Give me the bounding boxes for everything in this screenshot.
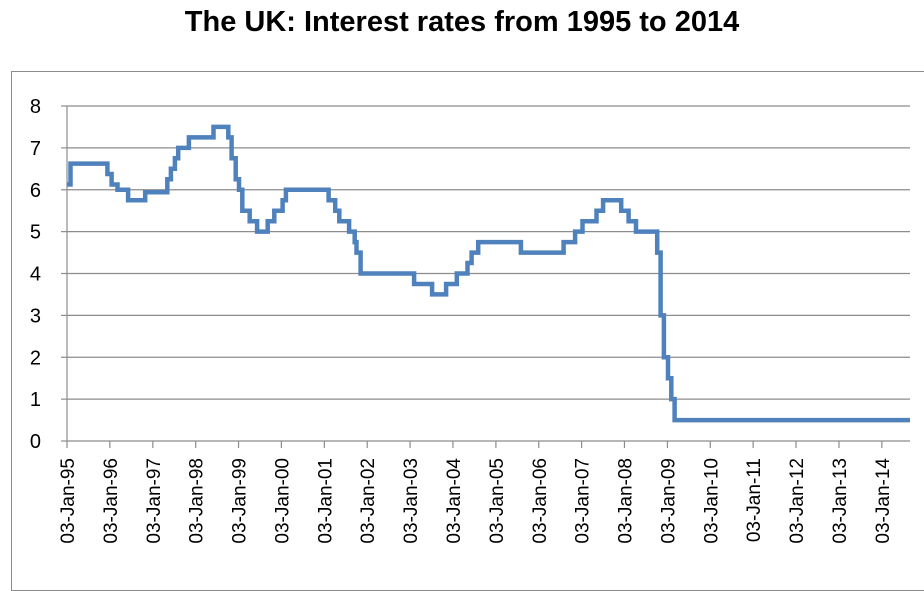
gridlines	[67, 105, 910, 400]
x-tick-label: 03-Jan-08	[615, 458, 636, 544]
x-tick-label: 03-Jan-96	[101, 458, 122, 544]
x-tick-label: 03-Jan-10	[701, 458, 722, 544]
x-tick-label: 03-Jan-02	[358, 458, 379, 544]
y-axis-ticks: 0 1 2 3 4 5 6 7 8	[30, 96, 67, 453]
y-tick-label: 3	[30, 305, 41, 327]
chart-title: The UK: Interest rates from 1995 to 2014	[184, 6, 740, 38]
y-tick-label: 8	[30, 96, 41, 118]
x-tick-label: 03-Jan-13	[830, 458, 851, 544]
x-tick-label: 03-Jan-03	[401, 458, 422, 544]
x-tick-label: 03-Jan-99	[230, 458, 251, 544]
y-tick-label: 4	[30, 264, 41, 286]
x-tick-label: 03-Jan-04	[444, 458, 465, 544]
x-tick-label: 03-Jan-05	[487, 458, 508, 544]
y-tick-label: 5	[30, 222, 41, 244]
x-tick-label: 03-Jan-00	[272, 458, 293, 544]
x-tick-label: 03-Jan-09	[658, 458, 679, 544]
x-tick-label: 03-Jan-98	[187, 458, 208, 544]
x-tick-label: 03-Jan-95	[58, 458, 79, 544]
chart-frame	[11, 71, 924, 591]
y-tick-label: 2	[30, 347, 41, 369]
x-tick-label: 03-Jan-12	[787, 458, 808, 544]
series-line	[67, 124, 910, 423]
x-tick-label: 03-Jan-14	[873, 458, 894, 544]
x-tick-label: 03-Jan-06	[530, 458, 551, 544]
y-tick-label: 6	[30, 180, 41, 202]
y-tick-label: 0	[30, 431, 41, 453]
x-axis-ticks: 03-Jan-95 03-Jan-96 03-Jan-97 03-Jan-98 03-J…	[58, 441, 894, 544]
x-tick-label: 03-Jan-11	[744, 458, 765, 542]
x-tick-label: 03-Jan-07	[573, 458, 594, 544]
x-tick-label: 03-Jan-01	[315, 458, 336, 544]
x-tick-label: 03-Jan-97	[144, 458, 165, 544]
y-tick-label: 7	[30, 138, 41, 160]
y-tick-label: 1	[30, 389, 41, 411]
